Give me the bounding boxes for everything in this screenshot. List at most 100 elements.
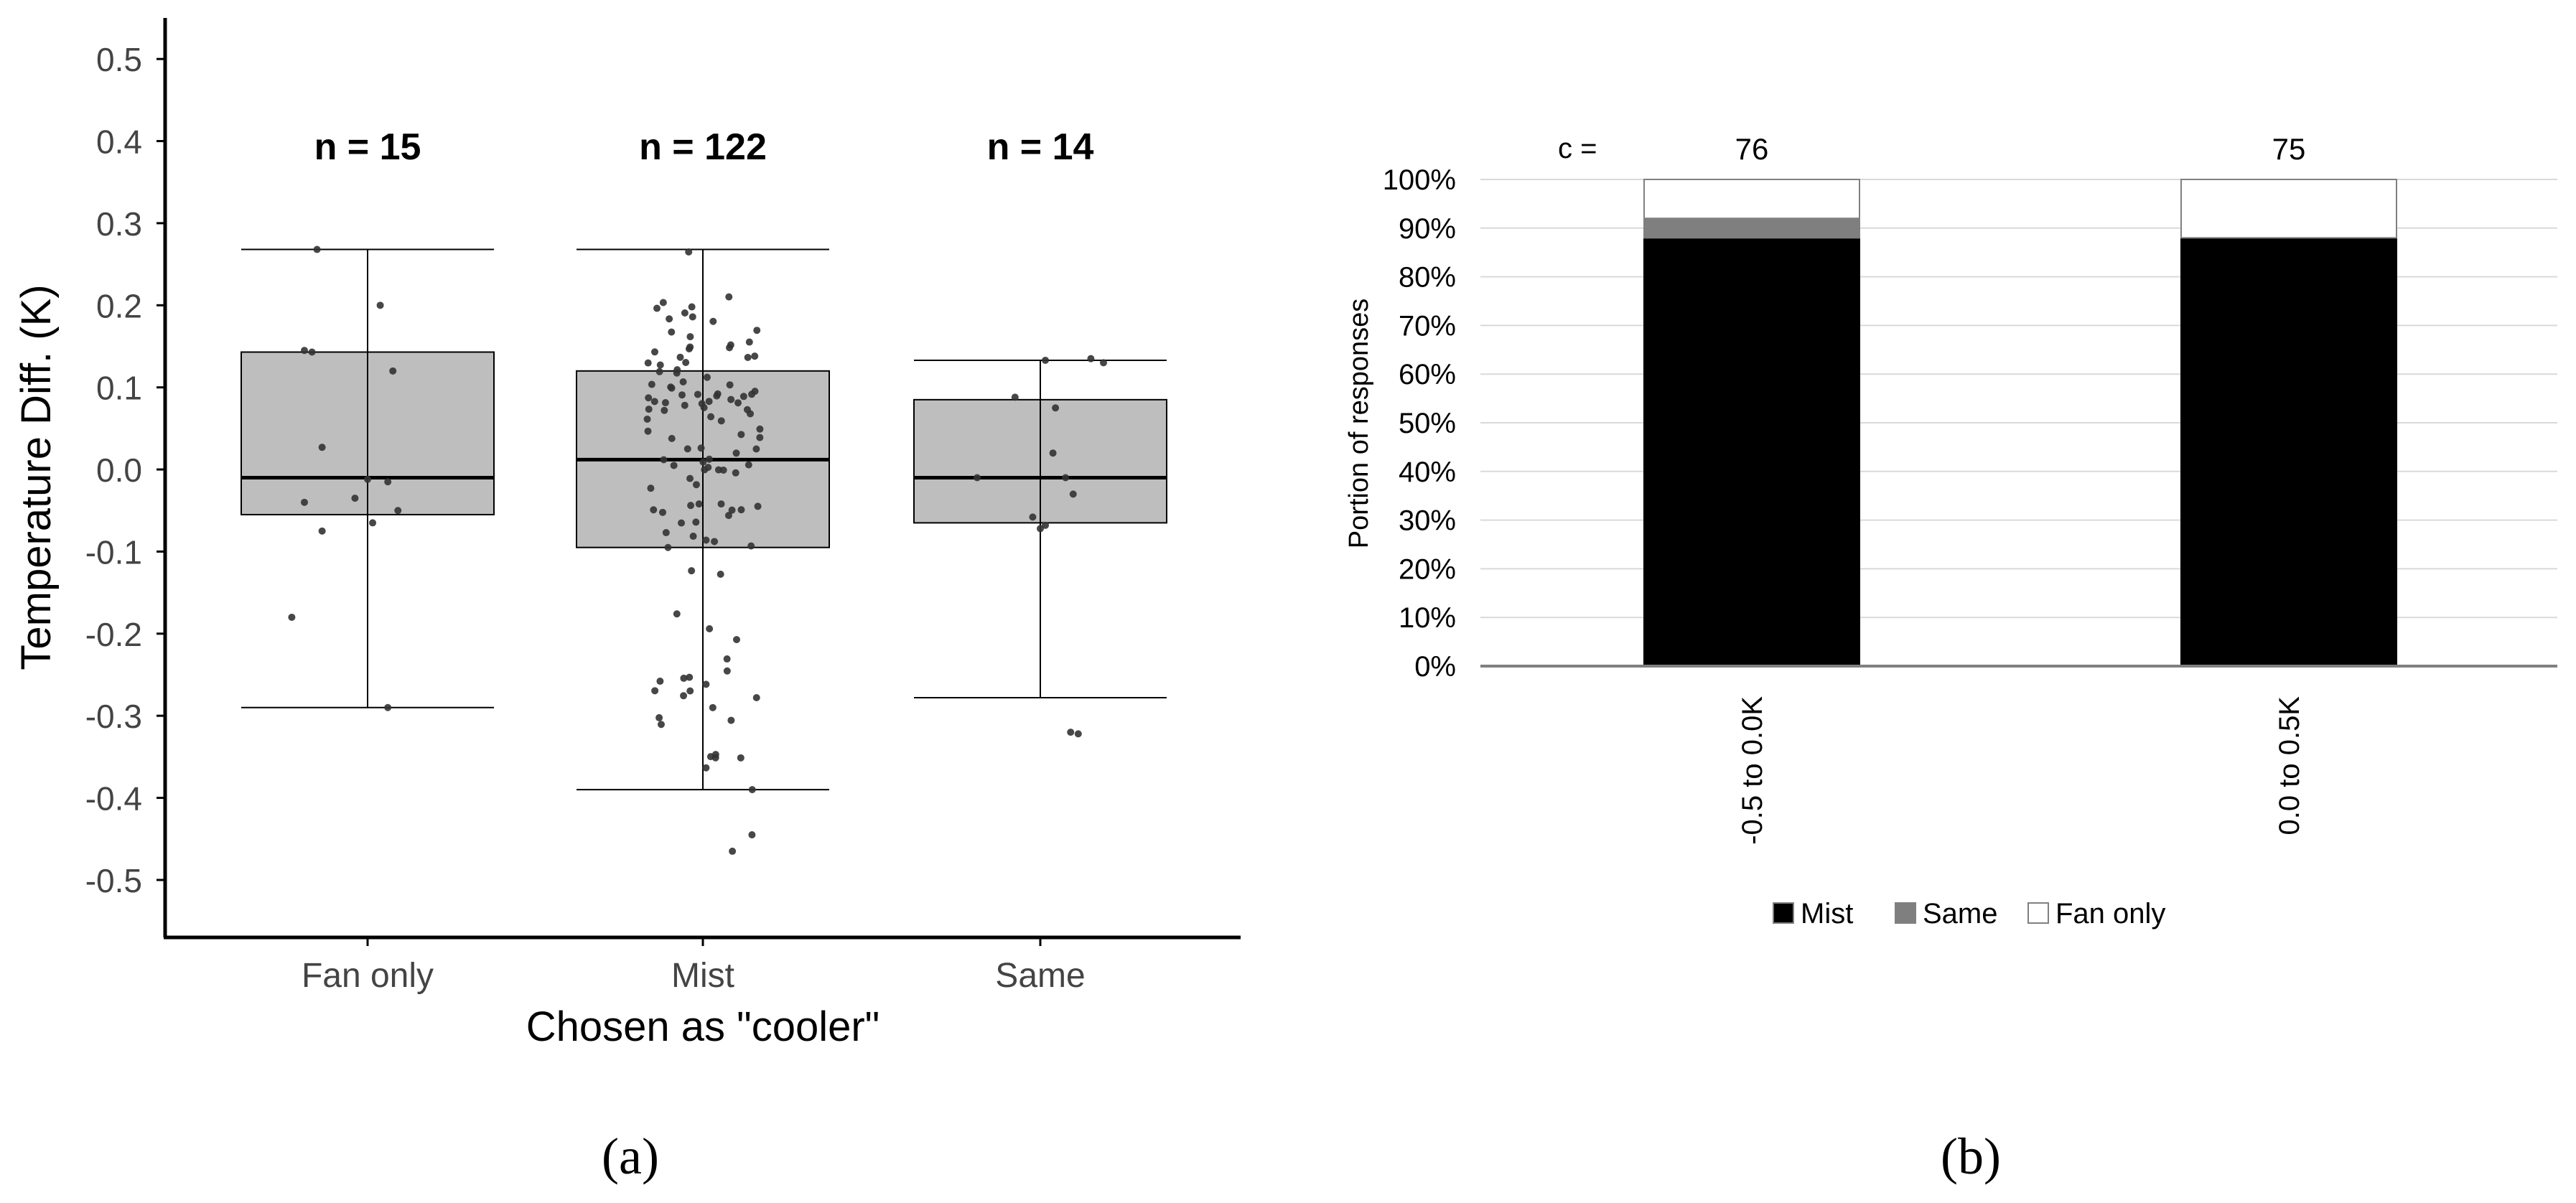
data-point bbox=[1067, 729, 1075, 736]
y-axis-title: Temperature Diff. (K) bbox=[13, 284, 60, 670]
data-point bbox=[1037, 525, 1044, 533]
y-tick-label: 0.5 bbox=[96, 41, 142, 78]
data-point bbox=[685, 248, 693, 256]
data-point bbox=[660, 456, 668, 464]
x-tick-label: Fan only bbox=[302, 957, 434, 995]
panel-label-a: (a) bbox=[602, 1128, 659, 1185]
data-point bbox=[727, 716, 735, 724]
data-point bbox=[650, 348, 658, 356]
y-axis-ticks: 0% 10% 20% 30% 40% 50% 60% 70% 80% 90% 100% bbox=[1383, 164, 1456, 683]
data-point bbox=[717, 417, 725, 425]
data-point bbox=[732, 469, 739, 477]
data-point bbox=[650, 398, 658, 406]
group-count-labels: n = 15 n = 122 n = 14 bbox=[314, 126, 1094, 168]
y-tick-label: 90% bbox=[1399, 213, 1456, 245]
y-tick-label: 50% bbox=[1399, 408, 1456, 439]
data-point bbox=[655, 713, 663, 721]
data-point bbox=[670, 462, 678, 469]
data-point bbox=[650, 506, 658, 514]
n-label: n = 15 bbox=[314, 126, 421, 168]
data-point bbox=[705, 398, 713, 406]
data-point bbox=[744, 353, 752, 361]
boxplot-panel: n = 15 n = 122 n = 14 0.5 0.4 0.3 0.2 0.1 0.0 -0… bbox=[13, 18, 1241, 1185]
data-point bbox=[974, 474, 981, 482]
boxplot-groups bbox=[241, 248, 1167, 791]
data-point bbox=[717, 500, 725, 508]
data-point bbox=[680, 674, 688, 682]
data-point bbox=[717, 570, 724, 578]
data-point bbox=[394, 507, 402, 515]
data-point bbox=[1074, 730, 1082, 738]
data-point bbox=[702, 536, 710, 544]
y-tick-label: 60% bbox=[1399, 359, 1456, 390]
data-point bbox=[351, 495, 359, 502]
data-point bbox=[727, 395, 735, 403]
data-point bbox=[732, 636, 740, 644]
data-point bbox=[698, 400, 706, 408]
bar-count-labels: 76 75 bbox=[1735, 132, 2306, 166]
data-point bbox=[734, 399, 742, 407]
y-tick-label: 70% bbox=[1399, 310, 1456, 342]
data-point bbox=[725, 344, 733, 352]
data-point bbox=[313, 245, 321, 253]
data-point bbox=[1011, 393, 1019, 401]
stacked-bars bbox=[1643, 179, 2397, 667]
data-point bbox=[688, 303, 696, 311]
data-point bbox=[1062, 474, 1070, 482]
data-point bbox=[694, 390, 701, 398]
data-point bbox=[692, 481, 700, 489]
data-point bbox=[668, 384, 676, 392]
data-point bbox=[318, 527, 326, 535]
data-point bbox=[679, 378, 687, 386]
x-axis-title: Chosen as "cooler" bbox=[526, 1003, 880, 1050]
data-point bbox=[752, 445, 760, 453]
data-point bbox=[678, 391, 686, 399]
x-tick-label: -0.5 to 0.0K bbox=[1737, 696, 1768, 845]
data-point bbox=[711, 538, 719, 546]
data-point bbox=[643, 415, 651, 423]
data-point bbox=[662, 529, 670, 537]
data-point bbox=[1069, 490, 1077, 498]
data-point bbox=[656, 678, 664, 685]
data-point bbox=[754, 502, 762, 510]
data-point bbox=[1087, 355, 1095, 362]
bar-segment bbox=[1643, 217, 1860, 239]
data-point bbox=[661, 399, 669, 407]
legend-label: Fan only bbox=[2055, 898, 2165, 930]
data-point bbox=[645, 394, 653, 402]
y-tick-label: 0.0 bbox=[96, 451, 142, 489]
data-point bbox=[364, 475, 371, 483]
data-point bbox=[647, 485, 655, 492]
data-point bbox=[707, 413, 715, 421]
data-point bbox=[384, 703, 392, 711]
data-point bbox=[748, 831, 756, 839]
data-point bbox=[709, 317, 717, 325]
data-point bbox=[644, 359, 652, 367]
data-point bbox=[681, 309, 689, 317]
data-point bbox=[689, 533, 697, 540]
data-point bbox=[692, 518, 700, 526]
data-point bbox=[651, 687, 659, 695]
y-tick-label: 20% bbox=[1399, 553, 1456, 585]
data-point bbox=[686, 673, 694, 681]
bar-count: 75 bbox=[2272, 132, 2306, 166]
data-point bbox=[288, 613, 296, 621]
data-point bbox=[687, 502, 695, 510]
data-point bbox=[686, 687, 694, 695]
x-tick-label: 0.0 to 0.5K bbox=[2274, 696, 2305, 835]
data-point bbox=[648, 380, 655, 388]
bar-segment bbox=[1643, 237, 1860, 667]
data-point bbox=[680, 692, 688, 700]
data-point bbox=[747, 410, 755, 418]
panel-label-b: (b) bbox=[1941, 1128, 2001, 1185]
data-point bbox=[682, 359, 690, 367]
data-point bbox=[655, 368, 663, 375]
data-point bbox=[656, 361, 664, 369]
data-point bbox=[725, 293, 733, 301]
x-axis-ticks: Fan only Mist Same bbox=[302, 937, 1086, 995]
data-point bbox=[702, 680, 710, 688]
data-point bbox=[688, 567, 696, 575]
legend: Mist Same Fan only bbox=[1773, 898, 2165, 930]
y-tick-label: 0.1 bbox=[96, 370, 142, 407]
data-point bbox=[1042, 356, 1050, 364]
